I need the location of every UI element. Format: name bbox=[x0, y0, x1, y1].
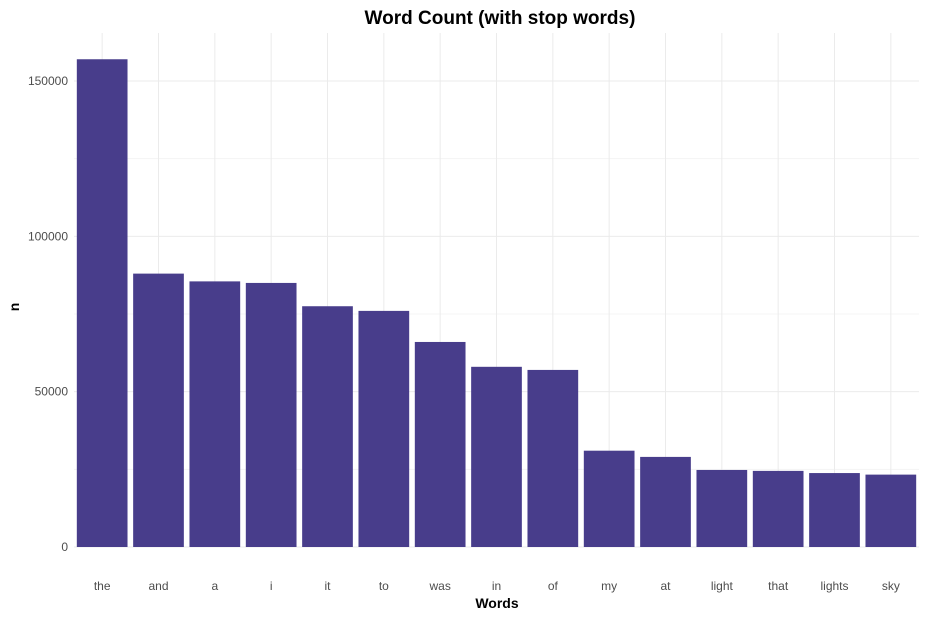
y-tick-label: 50000 bbox=[35, 385, 69, 399]
x-axis-ticks: the and a i it to was in of my at light that lights sk… bbox=[94, 579, 900, 593]
bar-and bbox=[133, 273, 184, 547]
x-tick-label: was bbox=[428, 579, 450, 593]
bar-lights bbox=[809, 473, 860, 547]
x-tick-label: to bbox=[379, 579, 389, 593]
bar-was bbox=[414, 341, 466, 547]
bar-sky bbox=[865, 474, 917, 547]
bar-the bbox=[76, 59, 128, 548]
x-tick-label: sky bbox=[882, 579, 900, 593]
x-tick-label: my bbox=[601, 579, 617, 593]
x-tick-label: a bbox=[211, 579, 218, 593]
x-tick-label: at bbox=[660, 579, 671, 593]
x-tick-label: it bbox=[325, 579, 332, 593]
y-axis-title: n bbox=[6, 303, 22, 312]
bar-of bbox=[527, 369, 579, 547]
bar-it bbox=[302, 306, 353, 547]
bars bbox=[76, 59, 917, 548]
bar-my bbox=[583, 450, 635, 547]
x-tick-label: in bbox=[492, 579, 501, 593]
bar-at bbox=[640, 456, 691, 547]
y-axis-ticks: 0 50000 100000 150000 bbox=[28, 74, 68, 554]
bar-light bbox=[696, 469, 748, 547]
x-tick-label: and bbox=[148, 579, 168, 593]
bar-in bbox=[471, 366, 522, 547]
x-tick-label: lights bbox=[820, 579, 848, 593]
x-axis-title: Words bbox=[475, 595, 519, 611]
bar-i bbox=[245, 282, 297, 547]
bar-a bbox=[189, 281, 241, 547]
x-tick-label: light bbox=[711, 579, 734, 593]
x-tick-label: the bbox=[94, 579, 111, 593]
y-tick-label: 100000 bbox=[28, 229, 68, 243]
chart-title: Word Count (with stop words) bbox=[365, 8, 636, 29]
bar-to bbox=[358, 310, 410, 547]
x-tick-label: of bbox=[548, 579, 559, 593]
y-tick-label: 150000 bbox=[28, 74, 68, 88]
x-tick-label: i bbox=[270, 579, 273, 593]
bar-that bbox=[752, 470, 804, 547]
y-tick-label: 0 bbox=[61, 540, 68, 554]
x-tick-label: that bbox=[768, 579, 789, 593]
